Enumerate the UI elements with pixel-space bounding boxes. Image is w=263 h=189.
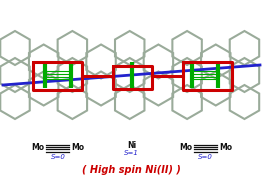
Text: ( High spin Ni(II) ): ( High spin Ni(II) ) bbox=[82, 165, 181, 175]
Text: Mo: Mo bbox=[179, 143, 193, 153]
Text: S=0: S=0 bbox=[50, 154, 65, 160]
Text: Ni: Ni bbox=[127, 142, 136, 150]
Text: Mo: Mo bbox=[72, 143, 85, 153]
Text: Mo: Mo bbox=[32, 143, 44, 153]
Text: S=0: S=0 bbox=[198, 154, 213, 160]
Text: Mo: Mo bbox=[219, 143, 232, 153]
Text: S=1: S=1 bbox=[124, 150, 139, 156]
